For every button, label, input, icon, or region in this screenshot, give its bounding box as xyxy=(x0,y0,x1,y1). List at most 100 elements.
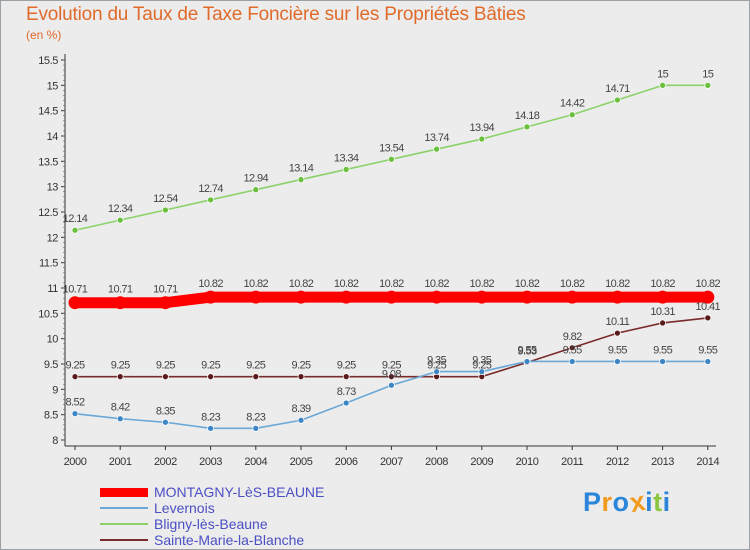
data-point-montagny-l-s-beaune xyxy=(610,290,624,304)
data-point-levernois xyxy=(342,399,350,407)
data-point-montagny-l-s-beaune xyxy=(294,290,308,304)
data-label-levernois: 8.42 xyxy=(111,402,130,414)
x-tick-label: 2004 xyxy=(244,456,267,468)
data-point-bligny-l-s-beaune xyxy=(523,123,531,131)
legend-item-montagny: MONTAGNY-LèS-BEAUNE xyxy=(100,484,324,500)
data-label-bligny-l-s-beaune: 14.18 xyxy=(515,110,540,122)
data-label-montagny-l-s-beaune: 10.82 xyxy=(696,278,721,290)
data-point-sainte-marie-la-blanche xyxy=(704,314,712,322)
data-label-levernois: 8.52 xyxy=(65,397,84,409)
x-tick-label: 2001 xyxy=(109,456,132,468)
y-tick-label: 13.5 xyxy=(38,156,58,168)
y-tick-label: 15 xyxy=(47,80,59,92)
data-point-levernois xyxy=(433,368,440,375)
data-label-sainte-marie-la-blanche: 9.25 xyxy=(246,360,265,372)
data-label-montagny-l-s-beaune: 10.82 xyxy=(289,278,314,290)
data-point-montagny-l-s-beaune xyxy=(701,290,715,304)
data-point-levernois xyxy=(252,424,260,432)
data-label-sainte-marie-la-blanche: 9.25 xyxy=(65,360,84,372)
y-tick-label: 12.5 xyxy=(38,207,58,219)
data-point-levernois xyxy=(71,410,79,418)
data-label-sainte-marie-la-blanche: 9.25 xyxy=(337,360,356,372)
data-point-sainte-marie-la-blanche xyxy=(568,344,576,352)
logo-letter: r xyxy=(601,487,613,517)
x-tick-label: 2006 xyxy=(335,456,358,468)
x-tick-label: 2014 xyxy=(696,456,719,468)
logo-letter: i xyxy=(645,487,654,517)
legend-label-levernois: Levernois xyxy=(154,500,215,516)
y-tick-label: 10.5 xyxy=(38,308,58,320)
data-label-levernois: 9.35 xyxy=(427,355,446,367)
y-tick-label: 13 xyxy=(47,182,59,194)
legend-swatch-sainte-marie xyxy=(100,539,148,541)
data-label-bligny-l-s-beaune: 13.94 xyxy=(470,122,495,134)
data-point-sainte-marie-la-blanche xyxy=(297,373,305,381)
data-point-levernois xyxy=(523,358,531,365)
data-point-montagny-l-s-beaune xyxy=(475,290,489,304)
data-label-montagny-l-s-beaune: 10.82 xyxy=(515,278,540,290)
proxiti-logo: Proxiti xyxy=(583,486,671,518)
data-label-bligny-l-s-beaune: 13.34 xyxy=(334,152,359,164)
data-label-levernois: 9.55 xyxy=(608,344,627,356)
data-point-montagny-l-s-beaune xyxy=(430,290,444,304)
logo-letter: o xyxy=(612,487,630,517)
data-point-bligny-l-s-beaune xyxy=(659,81,666,89)
data-point-montagny-l-s-beaune xyxy=(384,290,398,304)
data-point-bligny-l-s-beaune xyxy=(116,216,124,224)
data-label-bligny-l-s-beaune: 12.94 xyxy=(244,173,269,185)
x-tick-label: 2012 xyxy=(606,456,629,468)
y-tick-label: 11 xyxy=(47,283,58,295)
data-label-sainte-marie-la-blanche: 9.25 xyxy=(201,360,220,372)
x-tick-label: 2008 xyxy=(425,456,448,468)
data-point-bligny-l-s-beaune xyxy=(568,111,576,119)
data-label-montagny-l-s-beaune: 10.82 xyxy=(470,278,495,290)
data-labels-layer: 12.14 12.34 12.54 12.74 12.94 13.14 13.34 13.54… xyxy=(63,68,721,423)
logo-letter: t xyxy=(653,487,663,517)
data-label-levernois: 9.55 xyxy=(698,344,717,356)
data-label-montagny-l-s-beaune: 10.71 xyxy=(153,284,178,296)
data-label-sainte-marie-la-blanche: 9.53 xyxy=(517,345,536,357)
x-tick-label: 2011 xyxy=(561,456,583,468)
x-tick-label: 2013 xyxy=(651,456,674,468)
data-label-sainte-marie-la-blanche: 9.25 xyxy=(111,360,130,372)
data-point-montagny-l-s-beaune xyxy=(520,290,534,304)
data-point-montagny-l-s-beaune xyxy=(204,290,218,304)
logo-letter: P xyxy=(583,487,602,517)
data-label-sainte-marie-la-blanche: 10.31 xyxy=(650,306,675,318)
y-tick-label: 8.5 xyxy=(44,410,58,422)
legend-item-levernois: Levernois xyxy=(100,500,324,516)
data-label-bligny-l-s-beaune: 12.54 xyxy=(153,193,178,205)
x-tick-label: 2003 xyxy=(199,456,222,468)
data-point-levernois xyxy=(116,415,124,423)
data-label-bligny-l-s-beaune: 12.74 xyxy=(198,183,223,195)
data-label-bligny-l-s-beaune: 12.34 xyxy=(108,203,133,215)
data-label-levernois: 9.55 xyxy=(563,344,582,356)
data-point-montagny-l-s-beaune xyxy=(565,290,579,304)
data-label-montagny-l-s-beaune: 10.82 xyxy=(605,278,630,290)
y-tick-label: 12 xyxy=(47,232,59,244)
data-label-montagny-l-s-beaune: 10.82 xyxy=(379,278,404,290)
legend-label-bligny: Bligny-lès-Beaune xyxy=(154,516,268,532)
data-point-bligny-l-s-beaune xyxy=(297,176,305,183)
data-point-montagny-l-s-beaune xyxy=(68,296,82,310)
data-label-bligny-l-s-beaune: 13.54 xyxy=(379,142,404,154)
data-point-sainte-marie-la-blanche xyxy=(162,373,169,381)
data-label-montagny-l-s-beaune: 10.82 xyxy=(650,278,675,290)
data-label-montagny-l-s-beaune: 10.82 xyxy=(424,278,449,290)
data-point-bligny-l-s-beaune xyxy=(252,186,260,194)
data-label-montagny-l-s-beaune: 10.82 xyxy=(560,278,585,290)
legend-swatch-bligny xyxy=(100,523,148,525)
unit-label: (en %) xyxy=(26,28,62,42)
series-layer xyxy=(68,81,715,432)
data-point-levernois xyxy=(297,416,305,424)
chart-title: Evolution du Taux de Taxe Foncière sur l… xyxy=(26,4,526,25)
data-point-bligny-l-s-beaune xyxy=(478,135,486,143)
data-point-sainte-marie-la-blanche xyxy=(207,373,214,381)
data-label-levernois: 8.39 xyxy=(291,403,310,415)
data-label-bligny-l-s-beaune: 15 xyxy=(702,68,714,80)
y-tick-label: 15.5 xyxy=(38,55,58,67)
logo-letter: i xyxy=(662,487,671,517)
data-point-sainte-marie-la-blanche xyxy=(116,373,124,381)
data-label-levernois: 8.35 xyxy=(156,405,175,417)
